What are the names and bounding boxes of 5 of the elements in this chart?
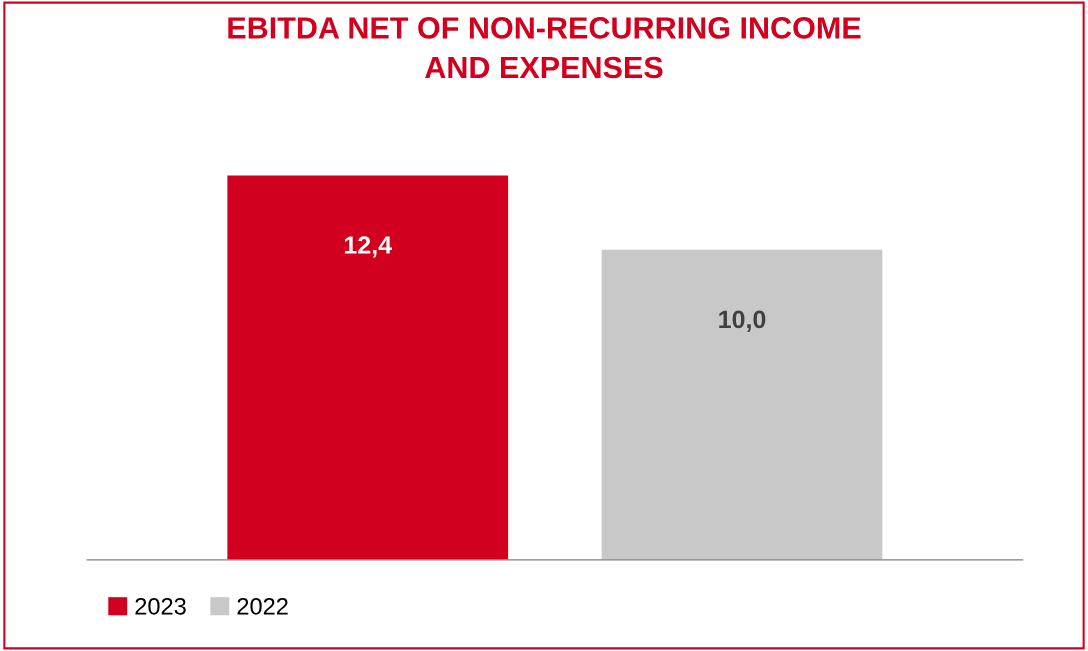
chart-title: EBITDA NET OF NON-RECURRING INCOME AND EXPENSES [228,17,861,79]
data-label: 12,4 [344,236,392,258]
data-label: 10,0 [719,310,766,332]
legend-label: 2022 [237,597,288,615]
legend-label: 2023 [135,597,186,615]
